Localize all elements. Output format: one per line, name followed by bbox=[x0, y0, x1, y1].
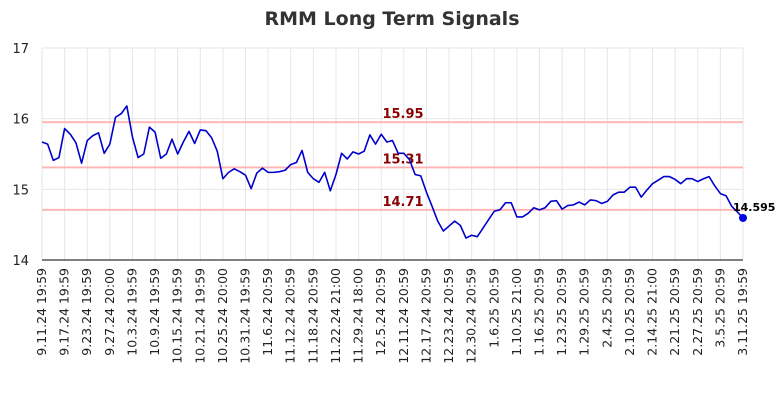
x-tick-label: 2.21.25 20:59 bbox=[667, 268, 682, 356]
x-tick-label: 11.22.24 21:00 bbox=[328, 268, 343, 364]
reference-line-label: 15.31 bbox=[382, 152, 423, 167]
x-tick-label: 3.11.25 19:59 bbox=[735, 268, 750, 356]
x-tick-label: 11.12.24 20:59 bbox=[283, 268, 298, 364]
y-tick-label: 15 bbox=[12, 183, 29, 198]
x-tick-label: 11.18.24 20:59 bbox=[305, 268, 320, 364]
reference-line-label: 15.95 bbox=[382, 107, 423, 122]
x-tick-label: 10.9.24 19:59 bbox=[147, 268, 162, 356]
x-tick-label: 1.10.25 21:00 bbox=[509, 268, 524, 356]
x-tick-label: 9.11.24 19:59 bbox=[34, 268, 49, 356]
x-tick-label: 12.23.24 20:59 bbox=[441, 268, 456, 364]
x-tick-label: 12.11.24 20:59 bbox=[396, 268, 411, 364]
x-tick-label: 10.31.24 19:59 bbox=[238, 268, 253, 364]
x-tick-label: 10.21.24 19:59 bbox=[192, 268, 207, 364]
x-tick-label: 10.25.24 20:00 bbox=[215, 268, 230, 364]
x-tick-label: 9.23.24 19:59 bbox=[79, 268, 94, 356]
x-tick-label: 2.10.25 20:59 bbox=[622, 268, 637, 356]
x-tick-label: 9.27.24 20:00 bbox=[102, 268, 117, 356]
x-tick-label: 10.3.24 19:59 bbox=[124, 268, 139, 356]
last-point-dot bbox=[739, 213, 747, 222]
last-value-label: 14.595 bbox=[733, 201, 775, 214]
y-tick-label: 17 bbox=[12, 42, 29, 57]
reference-line-label: 14.71 bbox=[382, 195, 423, 210]
reference-lines: 15.95 15.31 14.71 bbox=[42, 107, 743, 211]
y-axis-ticks: 14 15 16 17 bbox=[12, 42, 29, 269]
x-tick-label: 1.29.25 20:59 bbox=[577, 268, 592, 356]
chart-title: RMM Long Term Signals bbox=[264, 8, 519, 30]
series bbox=[41, 105, 744, 239]
x-tick-label: 1.6.25 20:59 bbox=[486, 268, 501, 348]
grid bbox=[41, 47, 744, 261]
x-tick-label: 12.5.24 20:59 bbox=[373, 268, 388, 356]
x-tick-label: 10.15.24 19:59 bbox=[170, 268, 185, 364]
x-tick-label: 9.17.24 19:59 bbox=[57, 268, 72, 356]
x-tick-label: 3.5.25 20:59 bbox=[712, 268, 727, 348]
x-tick-label: 2.4.25 20:59 bbox=[599, 268, 614, 348]
x-tick-label: 12.17.24 20:59 bbox=[418, 268, 433, 364]
y-tick-label: 14 bbox=[12, 254, 29, 269]
last-point-marker: 14.595 bbox=[733, 201, 775, 222]
x-tick-label: 2.27.25 20:59 bbox=[690, 268, 705, 356]
series-line bbox=[41, 105, 744, 239]
x-axis-ticks: 9.11.24 19:59 9.17.24 19:59 9.23.24 19:59 9… bbox=[34, 268, 750, 364]
x-tick-label: 2.14.25 21:00 bbox=[645, 268, 660, 356]
x-tick-label: 11.29.24 18:00 bbox=[351, 268, 366, 364]
y-tick-label: 16 bbox=[12, 113, 29, 128]
x-tick-label: 1.23.25 20:59 bbox=[554, 268, 569, 356]
x-tick-label: 11.6.24 20:59 bbox=[260, 268, 275, 356]
x-tick-label: 12.30.24 20:59 bbox=[464, 268, 479, 364]
x-tick-label: 1.16.25 20:59 bbox=[531, 268, 546, 356]
